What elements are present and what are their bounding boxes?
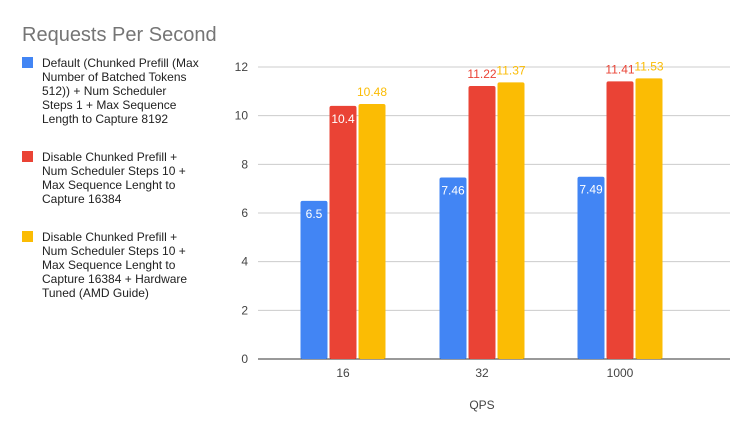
x-tick-label: 1000 [607,366,634,380]
legend-label: Default (Chunked Prefill (Max [42,56,199,70]
legend-label: Length to Capture 8192 [42,112,168,126]
legend-swatch [22,231,33,242]
chart-title: Requests Per Second [22,24,217,46]
bar [635,78,663,359]
bar [577,176,605,359]
bar [358,103,386,359]
legend-label: Max Sequence Lenght to [42,258,176,272]
x-tick-label: 16 [336,366,350,380]
bar [439,177,467,359]
x-axis-label: QPS [469,398,494,412]
data-label: 7.46 [441,183,465,197]
y-tick-label: 4 [241,255,248,269]
legend-label: Max Sequence Lenght to [42,178,176,192]
y-tick-label: 10 [235,109,249,123]
y-tick-label: 6 [241,206,248,220]
y-tick-label: 2 [241,303,248,317]
legend-label: Number of Batched Tokens [42,70,187,84]
legend-label: Disable Chunked Prefill + [42,230,177,244]
bar [468,85,496,359]
data-label: 10.48 [357,85,387,99]
bar [497,82,525,359]
legend-label: Num Scheduler Steps 10 + [42,244,186,258]
data-label: 10.4 [331,112,355,126]
legend-label: Capture 16384 + Hardware [42,272,187,286]
legend-label: Disable Chunked Prefill + [42,150,177,164]
y-axis-ticks: 0 2 4 6 8 10 12 [235,60,249,366]
legend-swatch [22,151,33,162]
bar [329,105,357,359]
legend-label: Num Scheduler Steps 10 + [42,164,186,178]
y-tick-label: 8 [241,157,248,171]
legend-label: 512)) + Num Scheduler [42,84,166,98]
y-tick-label: 0 [241,352,248,366]
bars: 6.5 10.410.48 7.46 11.22 11.37 7.49 11.41 11.53 [300,59,664,360]
data-label: 11.41 [605,62,634,76]
data-label: 7.49 [579,183,603,197]
data-label: 6.5 [306,207,323,221]
bar [606,81,634,360]
legend-label: Capture 16384 [42,192,122,206]
x-tick-label: 32 [475,366,489,380]
x-axis-ticks: 16 32 1000 [336,366,633,380]
data-label: 11.37 [496,63,525,77]
data-label: 11.53 [634,59,663,73]
legend-label: Steps 1 + Max Sequence [42,98,177,112]
y-tick-label: 12 [235,60,249,74]
legend-label: Tuned (AMD Guide) [42,286,149,300]
bar [300,200,328,359]
legend-swatch [22,57,33,68]
data-label: 11.22 [467,67,496,81]
